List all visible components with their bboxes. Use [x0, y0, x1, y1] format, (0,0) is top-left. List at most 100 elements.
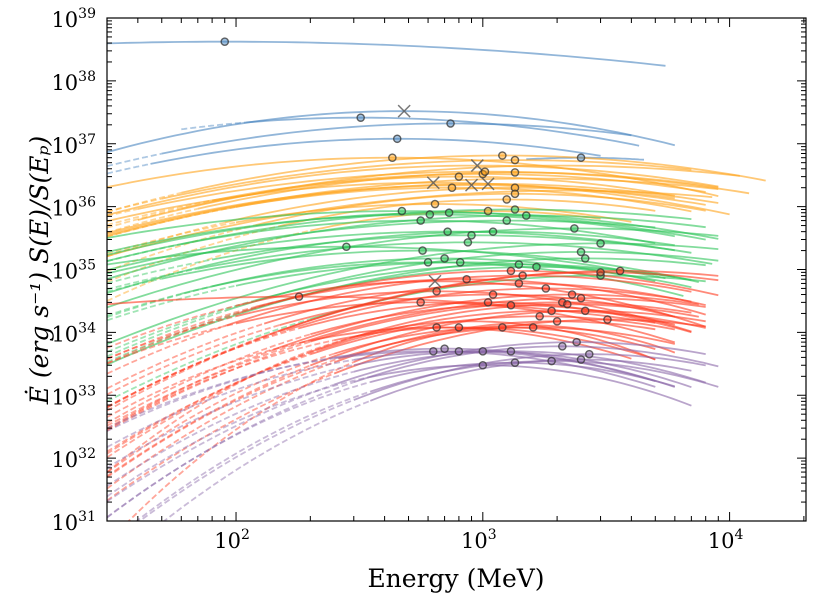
curve-dashed-segment [107, 349, 273, 430]
peak-marker-circle [462, 274, 471, 284]
curve-dashed-segment [107, 324, 280, 396]
curve-dashed-segment [127, 361, 355, 521]
peak-marker-circle [510, 168, 520, 177]
peak-marker-circle [518, 271, 527, 280]
curve-dashed-segment [107, 348, 321, 455]
x-tick-label: 104 [708, 527, 744, 553]
peak-marker-circle [552, 317, 562, 326]
peak-marker-circle [392, 134, 402, 144]
curve-dashed-segment [107, 339, 311, 418]
curve-dashed-segment [107, 191, 182, 213]
peak-marker-circle [510, 155, 520, 165]
curve [333, 341, 706, 386]
curve [286, 287, 692, 331]
curve [370, 364, 692, 407]
curve-dashed-segment [181, 121, 247, 131]
curve-dashed-segment [107, 267, 198, 291]
curve [161, 159, 692, 200]
y-tick-label: 1038 [51, 69, 96, 95]
curve [279, 198, 656, 227]
curve-dashed-segment [107, 318, 311, 403]
curve-dashed-segment [107, 342, 300, 427]
peak-marker-circle [576, 293, 586, 303]
peak-marker-circle [541, 284, 551, 293]
peak-marker-circle [547, 356, 556, 366]
curve-dashed-segment [107, 357, 339, 479]
curve-dashed-segment [107, 322, 237, 365]
curve [224, 274, 692, 327]
x-tick-label: 103 [461, 527, 497, 553]
curve [197, 241, 713, 270]
peak-marker-x [426, 176, 440, 190]
peak-marker-circle [446, 119, 455, 128]
curve [353, 350, 692, 389]
curve-dashed-segment [107, 364, 311, 477]
peak-marker-circle [510, 205, 520, 214]
curve-dashed-segment [107, 351, 311, 459]
curve-dashed-segment [107, 376, 371, 498]
curve-dashed-segment [107, 197, 162, 213]
curve-dashed-segment [107, 338, 256, 408]
curves-layer [107, 40, 766, 521]
peak-marker-circle [455, 258, 465, 267]
curve-dashed-segment [107, 152, 162, 167]
peak-marker-circle [570, 224, 579, 233]
x-axis-label: Energy (MeV) [367, 564, 544, 593]
peak-marker-circle [416, 298, 425, 307]
curve-dashed-segment [107, 353, 311, 453]
peak-marker-circle [440, 254, 449, 263]
curve-dashed-segment [107, 356, 335, 432]
curve-dashed-segment [107, 361, 335, 490]
curve-dashed-segment [107, 325, 225, 375]
curve [334, 350, 656, 388]
peak-marker-circle [576, 153, 586, 162]
peak-marker-x [397, 104, 411, 118]
peak-marker-circle [463, 238, 473, 247]
peak-marker-circle [506, 300, 516, 310]
y-tick-label: 1035 [51, 258, 96, 284]
peak-marker-circle [467, 230, 476, 240]
peak-marker-circle [447, 183, 457, 192]
curve-dashed-segment [107, 359, 354, 448]
peak-marker-circle [428, 347, 438, 356]
curve [353, 353, 706, 401]
peak-marker-circle [454, 347, 464, 356]
peak-marker-circle [506, 347, 516, 356]
curve-dashed-segment [107, 339, 335, 431]
curve [107, 177, 719, 236]
peak-marker-circle [440, 344, 449, 353]
peak-marker-circle [580, 306, 590, 316]
curve-dashed-segment [107, 304, 237, 349]
curve [137, 164, 740, 221]
peak-marker-circle [432, 323, 441, 332]
peak-marker-circle [418, 246, 427, 255]
curve [353, 350, 656, 383]
peak-marker-circle [532, 262, 541, 272]
peak-marker-circle [488, 290, 498, 299]
curve [246, 116, 640, 147]
curve [107, 40, 666, 67]
peak-marker-x [464, 178, 479, 192]
curve [161, 122, 632, 155]
curve-dashed-segment [107, 299, 256, 353]
curve [263, 282, 706, 325]
peak-marker-circle [498, 151, 507, 160]
curve [369, 358, 692, 402]
curve [107, 219, 656, 271]
curve [107, 164, 719, 216]
y-tick-label: 1034 [51, 320, 96, 346]
curve [107, 110, 676, 154]
peak-marker-circle [558, 342, 567, 351]
curve [107, 227, 719, 309]
peak-marker-circle [510, 189, 520, 199]
curve-dashed-segment [107, 364, 354, 469]
peak-marker-circle [521, 211, 531, 220]
curve [298, 301, 692, 334]
curve-dashed-segment [107, 312, 237, 365]
curve-dashed-segment [107, 357, 335, 430]
peak-marker-circle [416, 216, 425, 225]
curve [107, 257, 706, 366]
curve [107, 242, 719, 345]
peak-marker-circle [572, 337, 581, 347]
